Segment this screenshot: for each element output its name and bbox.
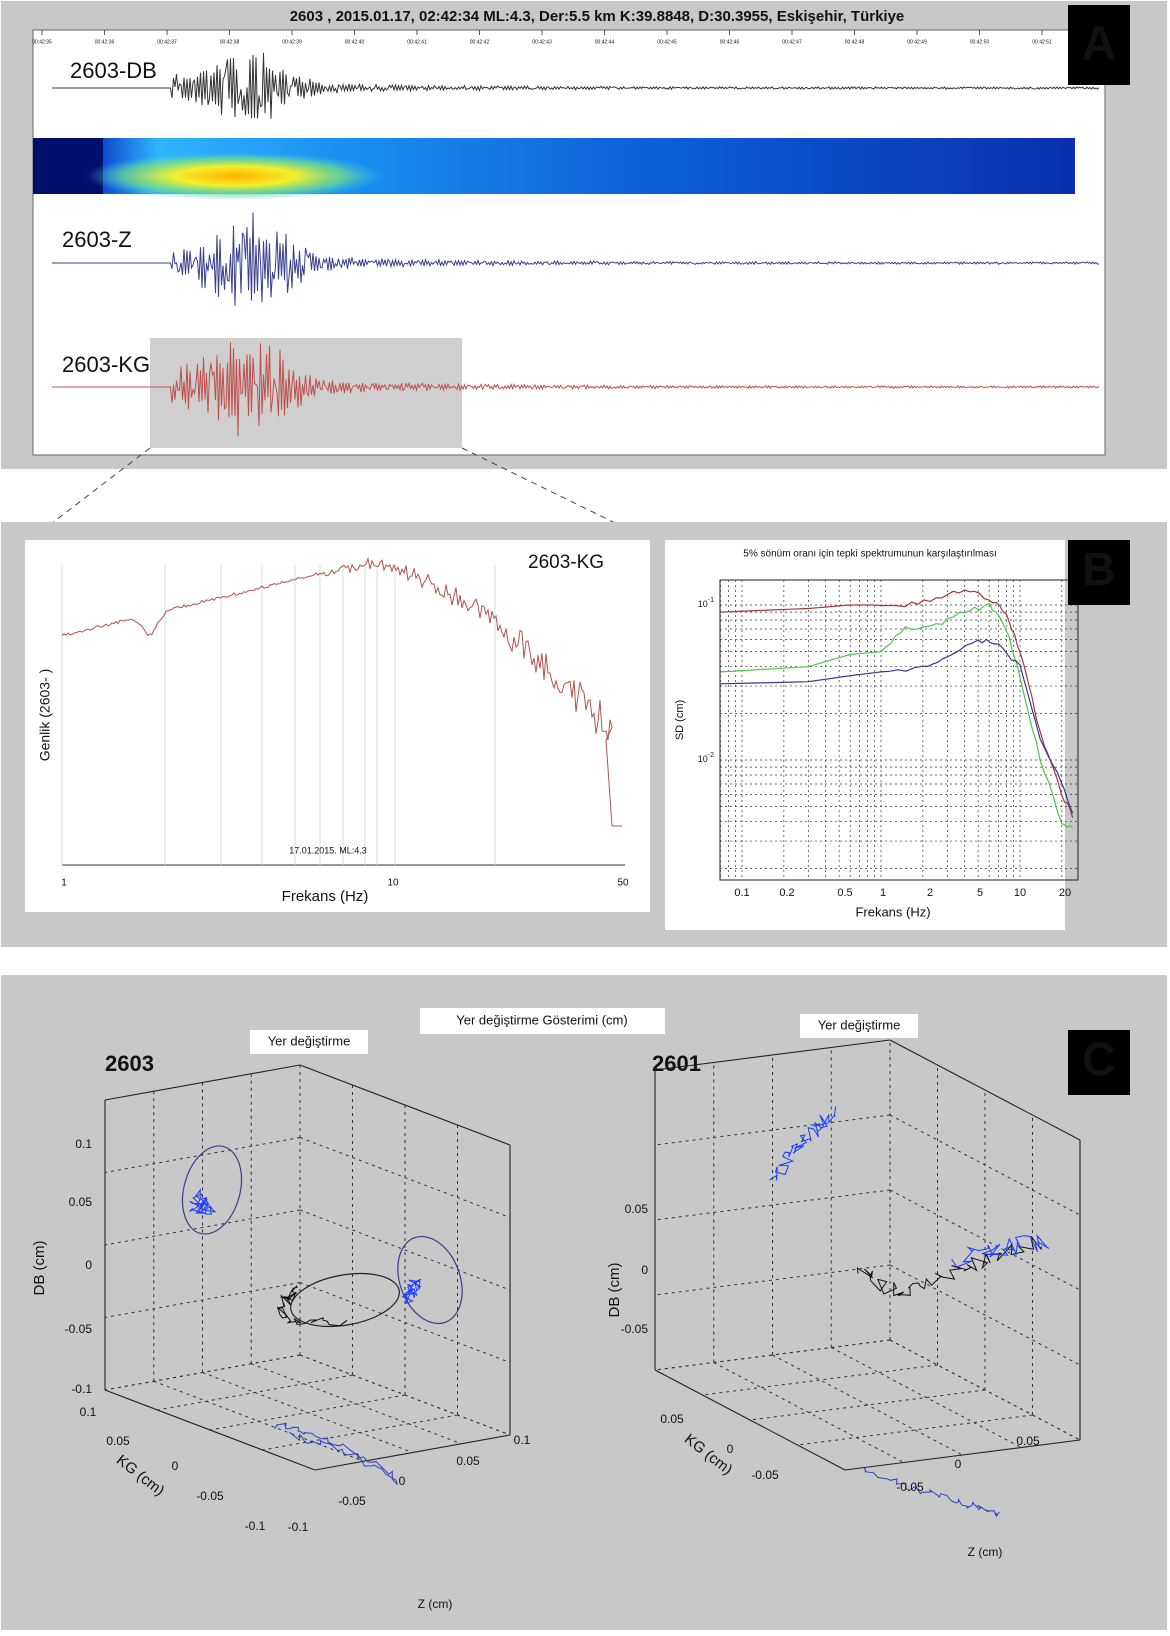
tick-label: -0.05 xyxy=(338,1494,366,1508)
panel-letter: B xyxy=(1082,543,1115,595)
chart-title: 5% sönüm oranı için tepki spektrumunun k… xyxy=(743,549,996,560)
plot-heading: Yer değiştirme xyxy=(268,1033,351,1048)
axis-label: DB (cm) xyxy=(606,1263,623,1318)
axis-label: DB (cm) xyxy=(31,1241,48,1296)
panel-letter: C xyxy=(1082,1033,1115,1085)
x-tick-label: 1 xyxy=(880,887,886,899)
tick-label: 0.05 xyxy=(625,1202,649,1216)
tick-label: 0.05 xyxy=(1016,1434,1040,1448)
x-axis-label: Frekans (Hz) xyxy=(282,888,369,905)
time-tick-label: 00:42:45 xyxy=(657,39,677,45)
tick-base: 10 xyxy=(698,599,708,609)
x-tick-label: 0.1 xyxy=(734,887,749,899)
axis-label: Z (cm) xyxy=(418,1597,453,1611)
x-tick-label: 1 xyxy=(61,878,67,889)
spectrogram-energy xyxy=(85,152,385,200)
tick-label: 0.05 xyxy=(660,1412,684,1426)
tick-label: -0.1 xyxy=(288,1520,309,1534)
tick-label: 0.05 xyxy=(106,1434,130,1448)
x-axis-label: Frekans (Hz) xyxy=(855,904,930,919)
x-tick-label: 10 xyxy=(387,878,399,889)
figure: 2603 , 2015.01.17, 02:42:34 ML:4.3, Der:… xyxy=(0,0,1170,1631)
x-tick-label: 2 xyxy=(927,887,933,899)
x-tick-label: 0.2 xyxy=(779,887,794,899)
tick-label: -0.05 xyxy=(196,1489,224,1503)
time-tick-label: 00:42:46 xyxy=(720,39,740,45)
axis-label: Z (cm) xyxy=(968,1545,1003,1559)
panel-c-bg xyxy=(1,975,1167,1630)
x-tick-label: 5 xyxy=(977,887,983,899)
figure-title: 2603 , 2015.01.17, 02:42:34 ML:4.3, Der:… xyxy=(290,8,905,25)
tick-label: 0.1 xyxy=(75,1137,92,1151)
y-axis-label: Genlik (2603- ) xyxy=(37,669,53,762)
plot-heading: Yer değiştirme xyxy=(818,1017,901,1032)
page: {"panel_a": {"label": "A", "title": "260… xyxy=(0,0,1170,1636)
tick-label: 0.05 xyxy=(456,1454,480,1468)
tick-label: 0 xyxy=(727,1442,734,1456)
note: 17.01.2015. ML:4.3 xyxy=(289,845,367,855)
trace-label: 2603-DB xyxy=(70,58,157,83)
tick-label: 0 xyxy=(641,1263,648,1277)
tick-label: 0 xyxy=(85,1258,92,1272)
x-tick-label: 0.5 xyxy=(837,887,852,899)
spectrum-box xyxy=(25,540,650,912)
x-tick-label: 50 xyxy=(617,878,629,889)
trace-label: 2603-KG xyxy=(528,552,604,573)
tick-exponent: -2 xyxy=(708,752,714,759)
time-tick-label: 00:42:43 xyxy=(532,39,552,45)
panel-letter: A xyxy=(1082,18,1117,71)
tick-exponent: -1 xyxy=(708,597,714,604)
tick-label: -0.05 xyxy=(621,1322,649,1336)
tick-label: 0 xyxy=(955,1457,962,1471)
tick-label: 0 xyxy=(172,1459,179,1473)
tick-label: 0.1 xyxy=(514,1433,531,1447)
time-tick-label: 00:42:48 xyxy=(845,39,865,45)
time-tick-label: 00:42:50 xyxy=(970,39,990,45)
tick-label: 0 xyxy=(399,1474,406,1488)
trace-label: 2603-Z xyxy=(62,227,132,252)
time-tick-label: 00:42:39 xyxy=(282,39,302,45)
time-tick-label: 00:42:49 xyxy=(907,39,927,45)
time-tick-label: 00:42:35 xyxy=(32,39,52,45)
y-axis-label: SD (cm) xyxy=(674,700,686,740)
tick-label: -0.05 xyxy=(896,1480,924,1494)
tick-base: 10 xyxy=(698,754,708,764)
tick-label: -0.05 xyxy=(751,1468,779,1482)
chart-title: Yer değiştirme Gösterimi (cm) xyxy=(456,1012,627,1027)
tick-label: 0.1 xyxy=(80,1405,97,1419)
time-tick-label: 00:42:40 xyxy=(345,39,365,45)
time-tick-label: 00:42:44 xyxy=(595,39,615,45)
time-tick-label: 00:42:51 xyxy=(1032,39,1052,45)
time-tick-label: 00:42:38 xyxy=(220,39,240,45)
time-tick-label: 00:42:42 xyxy=(470,39,490,45)
tick-label: -0.05 xyxy=(65,1322,93,1336)
tick-label: 0.05 xyxy=(69,1195,93,1209)
spectrogram-lead xyxy=(33,138,103,194)
station-label: 2603 xyxy=(105,1051,154,1076)
x-tick-label: 10 xyxy=(1014,887,1026,899)
time-tick-label: 00:42:41 xyxy=(407,39,427,45)
trace-label: 2603-KG xyxy=(62,352,150,377)
zoom-window xyxy=(150,338,462,448)
response-box xyxy=(665,540,1065,930)
time-tick-label: 00:42:36 xyxy=(95,39,115,45)
time-tick-label: 00:42:37 xyxy=(157,39,177,45)
time-tick-label: 00:42:47 xyxy=(782,39,802,45)
tick-label: -0.1 xyxy=(245,1519,266,1533)
x-tick-label: 20 xyxy=(1059,887,1071,899)
station-label: 2601 xyxy=(652,1051,701,1076)
tick-label: -0.1 xyxy=(71,1382,92,1396)
